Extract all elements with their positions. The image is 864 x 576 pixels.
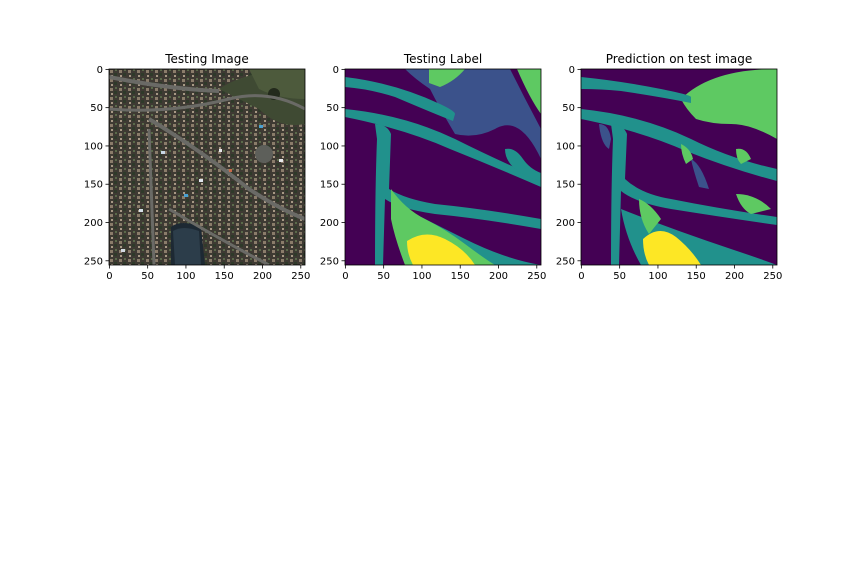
y-axis: 0 50 100 150 200 250	[556, 65, 581, 267]
mask-class-3-region	[429, 69, 465, 87]
x-tick-label: 100	[412, 271, 431, 282]
label-mask	[345, 69, 541, 265]
axes-frame	[580, 68, 778, 266]
y-tick-label: 50	[90, 103, 103, 114]
x-tick-label: 150	[687, 271, 706, 282]
mask-class-4-region	[643, 230, 701, 265]
y-tick-label: 0	[97, 65, 103, 76]
mask-class-2-region	[505, 148, 541, 181]
axes-frame	[344, 68, 542, 266]
mask-class-2-region	[611, 124, 777, 265]
x-axis: 0 50 100 150 200 250	[342, 265, 546, 282]
mask-class-3-region	[681, 69, 777, 139]
panel-testing-label: Testing Label 0 50 100 150 200 250 0 50 100 150 2…	[320, 52, 546, 282]
y-axis: 0 50 100 150 200 250	[320, 65, 345, 267]
x-tick-label: 150	[451, 271, 470, 282]
mask-class-3-region	[517, 69, 541, 114]
y-tick-label: 0	[333, 65, 339, 76]
x-tick-label: 100	[648, 271, 667, 282]
mask-class-3-region	[736, 194, 771, 214]
x-tick-label: 0	[106, 271, 112, 282]
x-tick-label: 200	[253, 271, 272, 282]
prediction-mask	[581, 69, 777, 265]
y-tick-label: 0	[569, 65, 575, 76]
panel-testing-image: Testing Image 0 50 100 150 200 250	[84, 52, 310, 282]
y-axis: 0 50 100 150 200 250	[84, 65, 109, 267]
y-tick-label: 150	[556, 180, 575, 191]
panel-title: Testing Label	[403, 52, 482, 66]
mask-class-1-region	[599, 124, 611, 149]
x-tick-label: 50	[141, 271, 154, 282]
x-tick-label: 200	[489, 271, 508, 282]
panel-title: Prediction on test image	[606, 52, 752, 66]
y-tick-label: 50	[562, 103, 575, 114]
y-tick-label: 250	[84, 256, 103, 267]
x-tick-label: 150	[215, 271, 234, 282]
mask-class-1-region	[405, 69, 541, 159]
mask-class-2-region	[345, 77, 455, 121]
y-tick-label: 100	[556, 141, 575, 152]
mask-class-2-region	[581, 109, 777, 181]
y-tick-label: 100	[84, 141, 103, 152]
panel-title: Testing Image	[164, 52, 249, 66]
y-tick-label: 250	[556, 256, 575, 267]
mask-class-3-region	[639, 199, 661, 234]
y-tick-label: 200	[84, 218, 103, 229]
mask-class-1-region	[691, 159, 709, 189]
mask-class-2-region	[581, 77, 691, 103]
x-axis: 0 50 100 150 200 250	[578, 265, 782, 282]
x-tick-label: 250	[527, 271, 546, 282]
y-tick-label: 150	[84, 180, 103, 191]
x-tick-label: 50	[613, 271, 626, 282]
x-tick-label: 200	[725, 271, 744, 282]
x-tick-label: 0	[342, 271, 348, 282]
x-tick-label: 100	[176, 271, 195, 282]
y-tick-label: 200	[556, 218, 575, 229]
x-axis: 0 50 100 150 200 250	[106, 265, 310, 282]
x-tick-label: 250	[763, 271, 782, 282]
x-tick-label: 0	[578, 271, 584, 282]
y-tick-label: 50	[326, 103, 339, 114]
y-tick-label: 100	[320, 141, 339, 152]
x-tick-label: 50	[377, 271, 390, 282]
y-tick-label: 250	[320, 256, 339, 267]
y-tick-label: 150	[320, 180, 339, 191]
mask-class-3-region	[681, 144, 693, 164]
mask-class-3-region	[736, 148, 751, 164]
satellite-photo	[109, 69, 305, 265]
y-tick-label: 200	[320, 218, 339, 229]
x-tick-label: 250	[291, 271, 310, 282]
mask-class-2-region	[345, 109, 541, 187]
axes-frame	[108, 68, 306, 266]
mask-class-4-region	[407, 234, 475, 265]
panel-prediction: Prediction on test image 0 50 100 150 200 250…	[556, 52, 782, 282]
